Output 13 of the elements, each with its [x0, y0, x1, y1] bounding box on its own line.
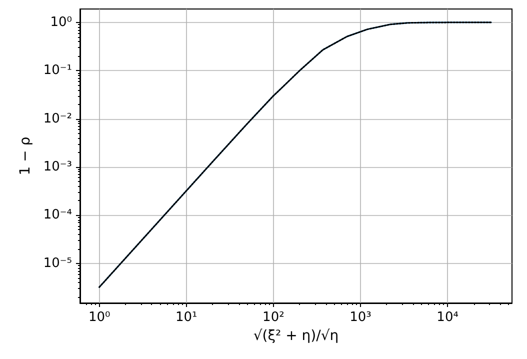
- x-tick-label: 10¹: [175, 310, 198, 325]
- x-tick-label: 10⁴: [436, 310, 458, 325]
- y-tick-label: 10⁰: [50, 14, 72, 30]
- y-tick-label: 10⁻⁴: [43, 208, 72, 223]
- x-tick-label: 10²: [262, 310, 284, 325]
- y-tick-label: 10⁻²: [43, 111, 72, 126]
- x-tick-label: 10³: [350, 310, 372, 325]
- y-tick-label: 10⁻¹: [43, 63, 72, 78]
- y-tick-label: 10⁻⁵: [43, 256, 72, 271]
- x-axis-title: √(ξ² + η)/√η: [253, 328, 339, 344]
- y-axis-title: 1 − ρ: [17, 136, 34, 176]
- y-tick-label: 10⁻³: [43, 159, 72, 174]
- x-tick-label: 10⁰: [88, 310, 110, 325]
